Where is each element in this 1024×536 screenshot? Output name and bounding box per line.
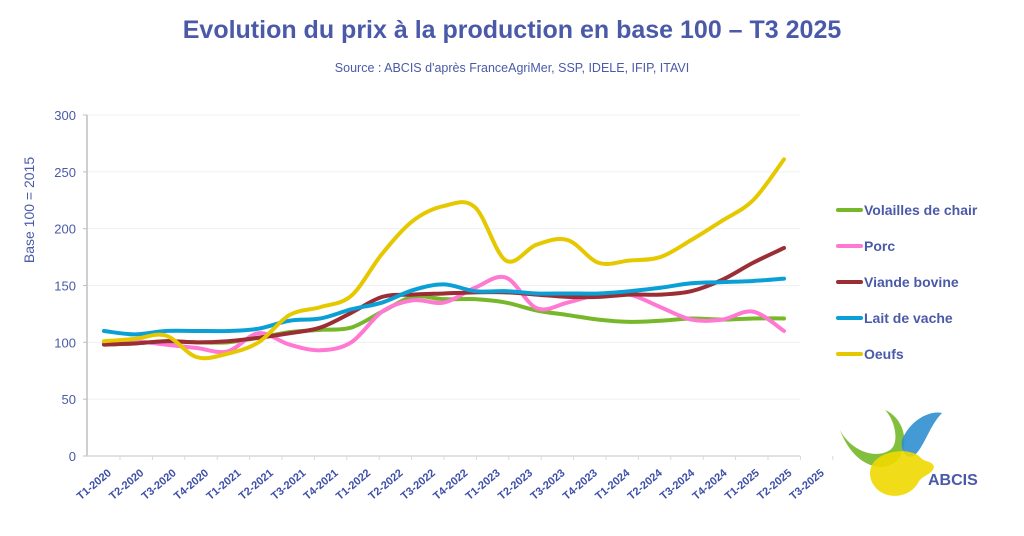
gridlines	[87, 114, 800, 400]
axes	[83, 114, 834, 460]
legend: Volailles de chair Porc Viande bovine Lait …	[836, 192, 977, 372]
x-tick-label: T3-2021	[269, 467, 308, 503]
legend-swatch	[836, 208, 863, 212]
logo-icon: ABCIS	[840, 410, 978, 496]
x-tick-label: T1-2021	[204, 467, 243, 503]
x-tick-label: T2-2024	[626, 467, 666, 503]
x-tick-label: T1-2025	[723, 467, 762, 503]
x-tick-label: T1-2024	[593, 467, 633, 503]
x-tick-label: T2-2025	[755, 467, 794, 503]
series-line-viande-bovine	[102, 245, 786, 347]
legend-item: Viande bovine	[836, 264, 977, 300]
x-tick-label: T3-2022	[399, 467, 438, 503]
legend-label: Oeufs	[864, 346, 904, 362]
x-tick-label: T4-2022	[431, 467, 470, 503]
x-tick-label: T1-2020	[75, 467, 114, 503]
x-tick-label: T4-2020	[172, 467, 211, 503]
legend-label: Viande bovine	[864, 274, 959, 290]
y-tick-label: 300	[54, 108, 76, 123]
x-tick-label: T4-2021	[302, 467, 341, 503]
series-line-lait-de-vache	[102, 276, 786, 337]
y-tick-label: 0	[69, 449, 76, 464]
series-lines	[102, 157, 786, 361]
y-tick-label: 150	[54, 279, 76, 294]
legend-label: Volailles de chair	[864, 202, 978, 218]
y-tick-label: 250	[54, 165, 76, 180]
legend-swatch	[836, 352, 863, 356]
legend-swatch	[836, 280, 863, 284]
x-tick-label: T1-2023	[464, 467, 503, 503]
legend-swatch	[836, 244, 863, 248]
legend-item: Volailles de chair	[836, 192, 977, 228]
legend-label: Porc	[864, 238, 896, 254]
x-tick-label: T1-2022	[334, 467, 373, 503]
x-tick-label: T3-2023	[528, 467, 567, 503]
y-axis-label: Base 100 = 2015	[21, 157, 37, 263]
abcis-logo: ABCIS	[830, 405, 980, 500]
x-tick-label: T2-2021	[237, 467, 276, 503]
legend-item: Oeufs	[836, 336, 977, 372]
x-tick-label: T3-2025	[788, 467, 827, 503]
x-tick-labels: T1-2020T2-2020T3-2020T4-2020T1-2021T2-20…	[75, 467, 827, 503]
legend-label: Lait de vache	[864, 310, 953, 326]
y-tick-labels: 0 50 100 150 200 250 300	[54, 108, 76, 464]
y-tick-label: 50	[62, 392, 76, 407]
x-tick-label: T3-2020	[140, 467, 179, 503]
logo-text: ABCIS	[928, 472, 978, 489]
chart-subtitle: Source : ABCIS d'après FranceAgriMer, SS…	[334, 61, 690, 75]
x-tick-label: T4-2024	[690, 467, 730, 503]
x-tick-label: T2-2022	[366, 467, 405, 503]
x-tick-label: T2-2020	[107, 467, 146, 503]
y-tick-label: 100	[54, 335, 76, 350]
legend-swatch	[836, 316, 863, 320]
legend-item: Porc	[836, 228, 977, 264]
x-tick-label: T2-2023	[496, 467, 535, 503]
series-line-oeufs	[102, 157, 786, 361]
chart-title: Evolution du prix à la production en bas…	[182, 16, 842, 44]
series-line-porc	[102, 274, 786, 355]
x-tick-label: T4-2023	[561, 467, 600, 503]
x-tick-label: T3-2024	[658, 467, 698, 503]
legend-item: Lait de vache	[836, 300, 977, 336]
y-tick-label: 200	[54, 222, 76, 237]
